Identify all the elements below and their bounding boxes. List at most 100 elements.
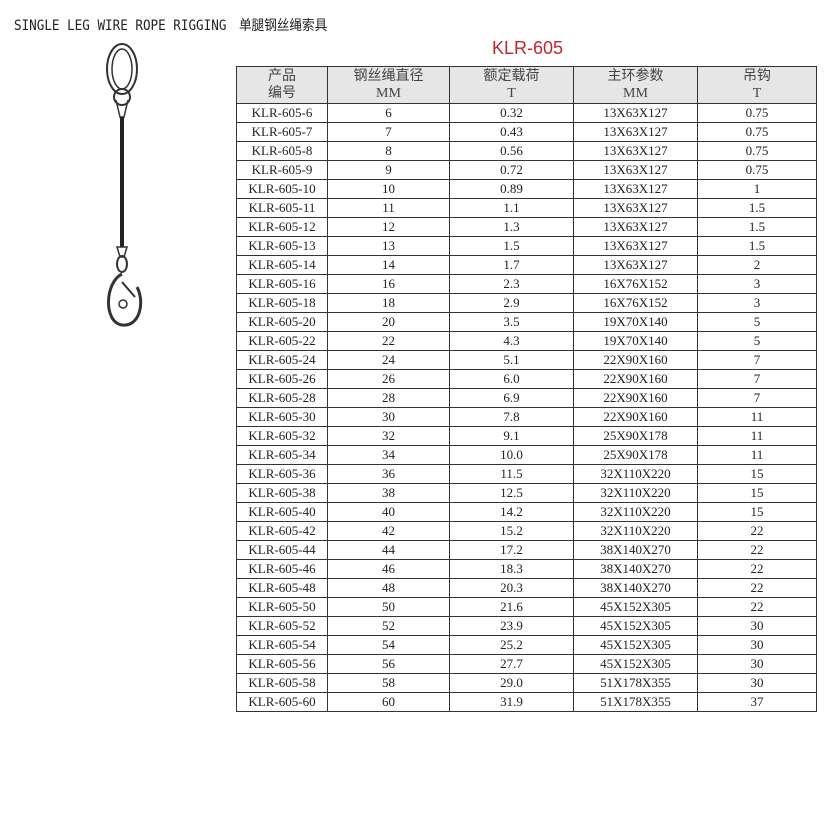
cell-master-link: 45X152X305 [573, 616, 698, 636]
cell-rope-diameter: 58 [327, 673, 450, 693]
cell-master-link: 32X110X220 [573, 502, 698, 522]
cell-master-link: 25X90X178 [573, 426, 698, 446]
table-row: KLR-605-22 22 4.3 19X70X140 5 [236, 331, 817, 351]
cell-rope-diameter: 8 [327, 141, 450, 161]
cell-rated-load: 20.3 [449, 578, 574, 598]
cell-rope-diameter: 54 [327, 635, 450, 655]
cell-rated-load: 1.5 [449, 236, 574, 256]
cell-hook: 5 [697, 331, 817, 351]
header-text: 钢丝绳直径 [353, 69, 424, 84]
table-row: KLR-605-26 26 6.0 22X90X160 7 [236, 369, 817, 389]
cell-hook: 30 [697, 635, 817, 655]
header-text: T [507, 86, 516, 101]
cell-product-code: KLR-605-12 [236, 217, 328, 237]
table-row: KLR-605-20 20 3.5 19X70X140 5 [236, 312, 817, 332]
table-row: KLR-605-50 50 21.6 45X152X305 22 [236, 597, 817, 617]
cell-master-link: 19X70X140 [573, 331, 698, 351]
cell-product-code: KLR-605-10 [236, 179, 328, 199]
cell-product-code: KLR-605-11 [236, 198, 328, 218]
header-text: 产品 [268, 69, 296, 84]
table-row: KLR-605-7 7 0.43 13X63X127 0.75 [236, 122, 817, 142]
cell-hook: 5 [697, 312, 817, 332]
cell-rope-diameter: 9 [327, 160, 450, 180]
cell-product-code: KLR-605-28 [236, 388, 328, 408]
cell-rope-diameter: 36 [327, 464, 450, 484]
cell-master-link: 38X140X270 [573, 540, 698, 560]
table-row: KLR-605-14 14 1.7 13X63X127 2 [236, 255, 817, 275]
cell-rope-diameter: 7 [327, 122, 450, 142]
table-row: KLR-605-13 13 1.5 13X63X127 1.5 [236, 236, 817, 256]
table-row: KLR-605-60 60 31.9 51X178X355 37 [236, 692, 817, 712]
table-row: KLR-605-40 40 14.2 32X110X220 15 [236, 502, 817, 522]
cell-rated-load: 0.56 [449, 141, 574, 161]
cell-hook: 0.75 [697, 103, 817, 123]
cell-rated-load: 29.0 [449, 673, 574, 693]
cell-master-link: 25X90X178 [573, 445, 698, 465]
cell-product-code: KLR-605-60 [236, 692, 328, 712]
cell-hook: 22 [697, 540, 817, 560]
cell-hook: 1 [697, 179, 817, 199]
cell-product-code: KLR-605-36 [236, 464, 328, 484]
cell-master-link: 16X76X152 [573, 274, 698, 294]
cell-product-code: KLR-605-32 [236, 426, 328, 446]
table-row: KLR-605-6 6 0.32 13X63X127 0.75 [236, 103, 817, 123]
cell-product-code: KLR-605-9 [236, 160, 328, 180]
table-row: KLR-605-16 16 2.3 16X76X152 3 [236, 274, 817, 294]
cell-hook: 1.5 [697, 198, 817, 218]
cell-master-link: 38X140X270 [573, 559, 698, 579]
cell-product-code: KLR-605-58 [236, 673, 328, 693]
table-row: KLR-605-12 12 1.3 13X63X127 1.5 [236, 217, 817, 237]
cell-master-link: 13X63X127 [573, 141, 698, 161]
model-number: KLR-605 [492, 38, 564, 58]
table-row: KLR-605-34 34 10.0 25X90X178 11 [236, 445, 817, 465]
cell-hook: 11 [697, 445, 817, 465]
cell-rated-load: 0.89 [449, 179, 574, 199]
cell-rated-load: 10.0 [449, 445, 574, 465]
cell-product-code: KLR-605-26 [236, 369, 328, 389]
table-row: KLR-605-56 56 27.7 45X152X305 30 [236, 654, 817, 674]
cell-master-link: 45X152X305 [573, 654, 698, 674]
cell-master-link: 32X110X220 [573, 483, 698, 503]
cell-rope-diameter: 38 [327, 483, 450, 503]
cell-product-code: KLR-605-38 [236, 483, 328, 503]
header-product-code: 产品 编号 [236, 66, 328, 104]
cell-rated-load: 31.9 [449, 692, 574, 712]
table-row: KLR-605-30 30 7.8 22X90X160 11 [236, 407, 817, 427]
cell-rated-load: 0.72 [449, 160, 574, 180]
cell-rated-load: 4.3 [449, 331, 574, 351]
cell-rope-diameter: 60 [327, 692, 450, 712]
table-row: KLR-605-36 36 11.5 32X110X220 15 [236, 464, 817, 484]
header-rated-load: 额定载荷 T [449, 66, 574, 104]
table-row: KLR-605-48 48 20.3 38X140X270 22 [236, 578, 817, 598]
cell-rated-load: 6.9 [449, 388, 574, 408]
table-row: KLR-605-10 10 0.89 13X63X127 1 [236, 179, 817, 199]
cell-rope-diameter: 11 [327, 198, 450, 218]
cell-hook: 1.5 [697, 236, 817, 256]
cell-product-code: KLR-605-30 [236, 407, 328, 427]
table-row: KLR-605-58 58 29.0 51X178X355 30 [236, 673, 817, 693]
cell-rope-diameter: 6 [327, 103, 450, 123]
cell-hook: 3 [697, 293, 817, 313]
cell-product-code: KLR-605-56 [236, 654, 328, 674]
cell-rated-load: 0.32 [449, 103, 574, 123]
cell-rope-diameter: 52 [327, 616, 450, 636]
cell-product-code: KLR-605-6 [236, 103, 328, 123]
cell-rated-load: 14.2 [449, 502, 574, 522]
cell-rope-diameter: 34 [327, 445, 450, 465]
wire-rope-sling-illustration [106, 43, 143, 327]
cell-rope-diameter: 10 [327, 179, 450, 199]
cell-hook: 15 [697, 464, 817, 484]
cell-rope-diameter: 32 [327, 426, 450, 446]
cell-hook: 22 [697, 521, 817, 541]
cell-master-link: 13X63X127 [573, 160, 698, 180]
cell-hook: 7 [697, 369, 817, 389]
table-row: KLR-605-52 52 23.9 45X152X305 30 [236, 616, 817, 636]
cell-product-code: KLR-605-34 [236, 445, 328, 465]
cell-rope-diameter: 18 [327, 293, 450, 313]
cell-master-link: 13X63X127 [573, 236, 698, 256]
cell-hook: 37 [697, 692, 817, 712]
cell-hook: 3 [697, 274, 817, 294]
cell-product-code: KLR-605-54 [236, 635, 328, 655]
cell-master-link: 22X90X160 [573, 350, 698, 370]
cell-rated-load: 1.7 [449, 255, 574, 275]
